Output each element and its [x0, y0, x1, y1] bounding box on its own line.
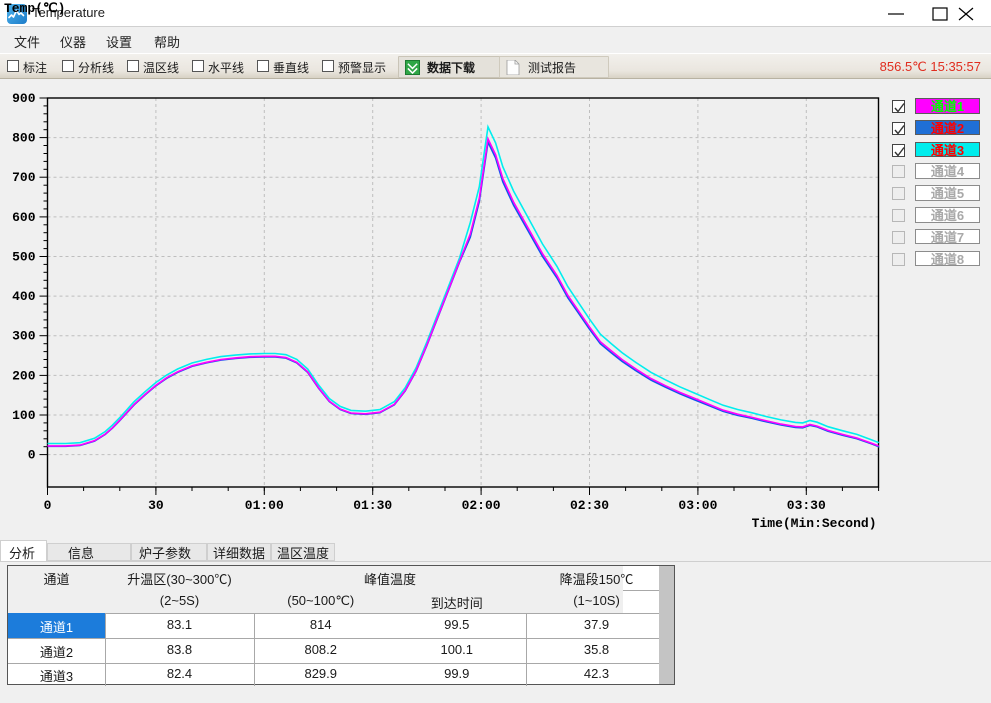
- svg-text:30: 30: [148, 498, 164, 513]
- svg-text:01:30: 01:30: [353, 498, 392, 513]
- svg-text:700: 700: [12, 170, 36, 185]
- svg-text:400: 400: [12, 289, 36, 304]
- svg-text:Time(Min:Second): Time(Min:Second): [752, 516, 877, 531]
- svg-text:Temp(℃): Temp(℃): [4, 1, 65, 16]
- svg-text:200: 200: [12, 368, 36, 383]
- svg-text:100: 100: [12, 408, 36, 423]
- svg-text:300: 300: [12, 329, 36, 344]
- svg-text:600: 600: [12, 210, 36, 225]
- svg-text:800: 800: [12, 131, 36, 146]
- svg-text:0: 0: [28, 448, 36, 463]
- svg-text:03:00: 03:00: [678, 498, 717, 513]
- svg-text:0: 0: [44, 498, 52, 513]
- svg-text:01:00: 01:00: [245, 498, 284, 513]
- svg-text:03:30: 03:30: [787, 498, 826, 513]
- svg-text:500: 500: [12, 250, 36, 265]
- svg-text:900: 900: [12, 91, 36, 106]
- svg-text:02:30: 02:30: [570, 498, 609, 513]
- svg-text:02:00: 02:00: [462, 498, 501, 513]
